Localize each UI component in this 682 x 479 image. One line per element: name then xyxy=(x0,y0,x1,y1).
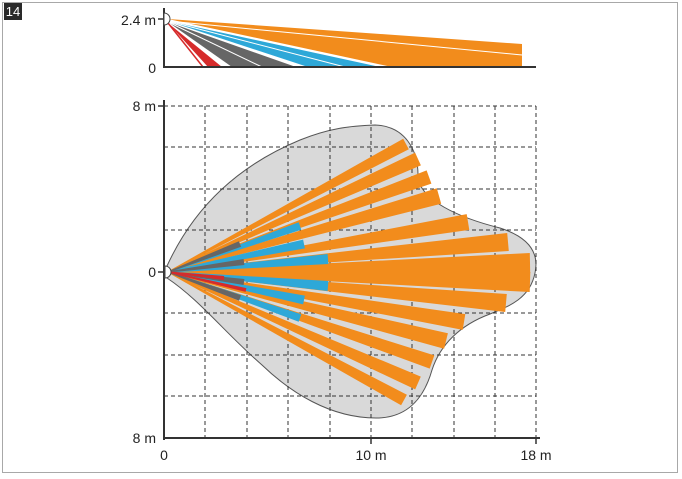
figure-number-badge xyxy=(4,3,22,20)
side-view-height-label: 2.4 m xyxy=(121,12,156,28)
near-zone-beam xyxy=(167,241,242,273)
x-axis-zero-label: 0 xyxy=(160,447,168,463)
far-zone-beam xyxy=(167,152,421,273)
side-near-zone-beam xyxy=(168,22,296,67)
top-view: 8 m 0 8 m 0 10 m 18 m xyxy=(133,98,552,463)
mid-zone-beam xyxy=(167,239,305,273)
side-view: 2.4 m 0 xyxy=(121,8,536,76)
top-view-top-label: 8 m xyxy=(133,98,156,114)
detection-beams xyxy=(167,138,531,406)
side-mid-zone-beam xyxy=(168,21,380,67)
top-view-center-label: 0 xyxy=(148,264,156,280)
top-view-sensor-icon xyxy=(164,265,172,279)
figure-number: 14 xyxy=(6,4,20,19)
top-view-bottom-label: 8 m xyxy=(133,430,156,446)
far-zone-beam xyxy=(167,271,421,390)
side-far-zone-divider xyxy=(167,20,523,56)
side-far-zone-beam xyxy=(168,19,522,67)
x-axis-10m-label: 10 m xyxy=(355,447,386,463)
far-zone-beam xyxy=(167,138,409,273)
near-zone-beam xyxy=(167,259,245,273)
side-near-zone-divider xyxy=(167,21,263,68)
far-zone-beam xyxy=(167,188,442,273)
creep-zone-beam xyxy=(167,271,225,280)
far-zone-beam xyxy=(167,271,448,349)
far-zone-beam xyxy=(168,271,531,292)
side-creep-zone-beam xyxy=(168,23,222,67)
far-zone-beam xyxy=(167,271,407,406)
side-creep-zone-line xyxy=(167,22,204,68)
near-zone-beam xyxy=(167,271,241,301)
side-mid-zone-divider xyxy=(167,20,346,68)
side-view-sensor-icon xyxy=(163,12,171,26)
creep-zone-beam xyxy=(167,271,247,292)
side-view-zero-label: 0 xyxy=(148,60,156,76)
far-zone-beam xyxy=(168,253,531,273)
x-axis-18m-label: 18 m xyxy=(520,447,551,463)
